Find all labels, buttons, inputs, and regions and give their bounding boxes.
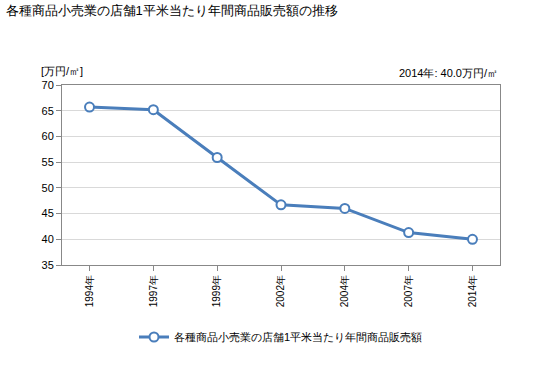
svg-text:50: 50 [42, 182, 54, 194]
svg-text:1994年: 1994年 [84, 275, 95, 307]
svg-text:2007年: 2007年 [403, 275, 414, 307]
svg-text:60: 60 [42, 130, 54, 142]
svg-text:2014年: 40.0万円/㎡: 2014年: 40.0万円/㎡ [399, 67, 498, 79]
svg-text:1997年: 1997年 [148, 275, 159, 307]
svg-text:2014年: 2014年 [467, 275, 478, 307]
svg-text:55: 55 [42, 156, 54, 168]
svg-text:2002年: 2002年 [275, 275, 286, 307]
svg-text:35: 35 [42, 259, 54, 271]
svg-text:70: 70 [42, 79, 54, 91]
svg-text:45: 45 [42, 207, 54, 219]
svg-text:各種商品小売業の店舗1平米当たり年間商品販売額の推移: 各種商品小売業の店舗1平米当たり年間商品販売額の推移 [6, 3, 338, 18]
svg-text:65: 65 [42, 105, 54, 117]
svg-text:40: 40 [42, 233, 54, 245]
svg-text:各種商品小売業の店舗1平米当たり年間商品販売額: 各種商品小売業の店舗1平米当たり年間商品販売額 [174, 331, 422, 343]
svg-text:1999年: 1999年 [211, 275, 222, 307]
svg-text:[万円/㎡]: [万円/㎡] [41, 65, 83, 77]
svg-text:2004年: 2004年 [339, 275, 350, 307]
